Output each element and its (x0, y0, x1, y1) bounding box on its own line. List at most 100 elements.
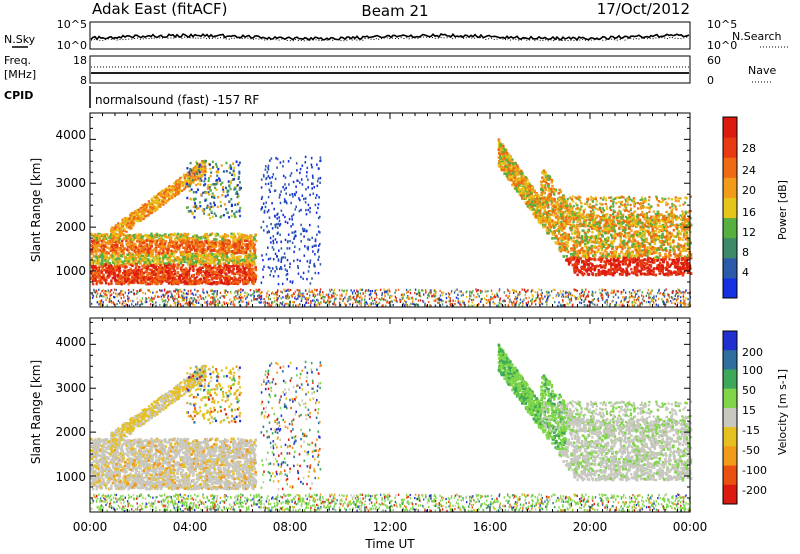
data-cell (184, 186, 187, 189)
data-cell (267, 164, 270, 167)
data-cell (165, 280, 168, 283)
freq-unit-label: [MHz] (4, 68, 36, 81)
data-cell (152, 266, 155, 269)
data-cell (271, 176, 274, 179)
data-cell (144, 203, 147, 206)
data-cell (198, 243, 202, 246)
data-cell (94, 255, 97, 259)
data-cell (155, 264, 158, 268)
data-cell (206, 235, 209, 238)
data-cell (142, 271, 146, 275)
data-cell (267, 246, 269, 249)
data-cell (212, 282, 215, 285)
data-cell (215, 163, 218, 166)
data-cell (193, 280, 196, 284)
data-cell (205, 249, 208, 253)
data-cell (236, 195, 239, 199)
data-cell (192, 269, 195, 272)
data-cell (92, 248, 95, 251)
data-cell (200, 179, 203, 182)
data-cell (137, 256, 141, 259)
data-cell (175, 182, 178, 186)
data-cell (220, 204, 222, 208)
data-cell (221, 255, 224, 258)
data-cell (316, 233, 318, 236)
data-cell (122, 227, 125, 230)
data-cell (220, 269, 224, 272)
data-cell (189, 183, 192, 186)
data-cell (294, 234, 297, 237)
data-cell (199, 259, 202, 263)
data-cell (100, 246, 104, 249)
data-cell (169, 238, 173, 242)
data-cell (253, 272, 256, 276)
data-cell (179, 281, 183, 284)
data-cell (168, 243, 171, 246)
data-cell (94, 271, 97, 275)
data-cell (206, 204, 209, 207)
data-cell (211, 270, 215, 273)
data-cell (133, 254, 136, 257)
data-cell (188, 245, 192, 248)
data-cell (172, 282, 175, 286)
data-cell (200, 165, 203, 169)
data-cell (198, 173, 202, 176)
data-cell (222, 258, 225, 261)
data-cell (293, 231, 295, 234)
data-cell (280, 190, 282, 193)
data-cell (226, 279, 230, 283)
data-cell (213, 270, 217, 274)
data-cell (238, 274, 241, 277)
data-cell (204, 277, 207, 280)
data-cell (136, 279, 139, 282)
data-cell (140, 241, 143, 245)
data-cell (115, 234, 118, 237)
data-cell (231, 173, 234, 176)
data-cell (99, 281, 102, 284)
data-cell (253, 262, 257, 266)
data-cell (145, 282, 148, 286)
data-cell (178, 238, 181, 241)
data-cell (118, 224, 121, 227)
data-cell (125, 230, 128, 233)
data-cell (195, 183, 198, 187)
data-cell (111, 254, 114, 258)
data-cell (159, 191, 162, 194)
data-cell (132, 262, 135, 265)
data-cell (169, 264, 172, 268)
data-cell (319, 181, 321, 184)
data-cell (181, 251, 184, 254)
data-cell (202, 264, 206, 268)
data-cell (285, 186, 287, 190)
data-cell (225, 249, 229, 252)
data-cell (294, 230, 297, 233)
data-cell (226, 234, 229, 237)
data-cell (188, 185, 191, 188)
data-cell (166, 194, 169, 197)
data-cell (96, 258, 100, 261)
data-cell (170, 195, 173, 198)
data-cell (302, 271, 305, 275)
data-cell (223, 270, 226, 273)
data-cell (282, 185, 284, 189)
data-cell (162, 255, 165, 258)
data-cell (267, 166, 269, 170)
data-cell (139, 261, 142, 265)
data-cell (307, 186, 309, 189)
data-cell (166, 258, 169, 261)
data-cell (286, 247, 289, 250)
data-cell (92, 278, 96, 281)
data-cell (299, 171, 301, 175)
data-cell (267, 168, 270, 171)
data-cell (175, 186, 179, 189)
data-cell (146, 245, 149, 248)
data-cell (270, 270, 272, 273)
data-cell (319, 263, 322, 266)
data-cell (304, 201, 307, 204)
data-cell (218, 251, 221, 254)
data-cell (272, 235, 275, 238)
data-cell (158, 279, 161, 283)
data-cell (182, 236, 185, 239)
data-cell (164, 240, 167, 243)
